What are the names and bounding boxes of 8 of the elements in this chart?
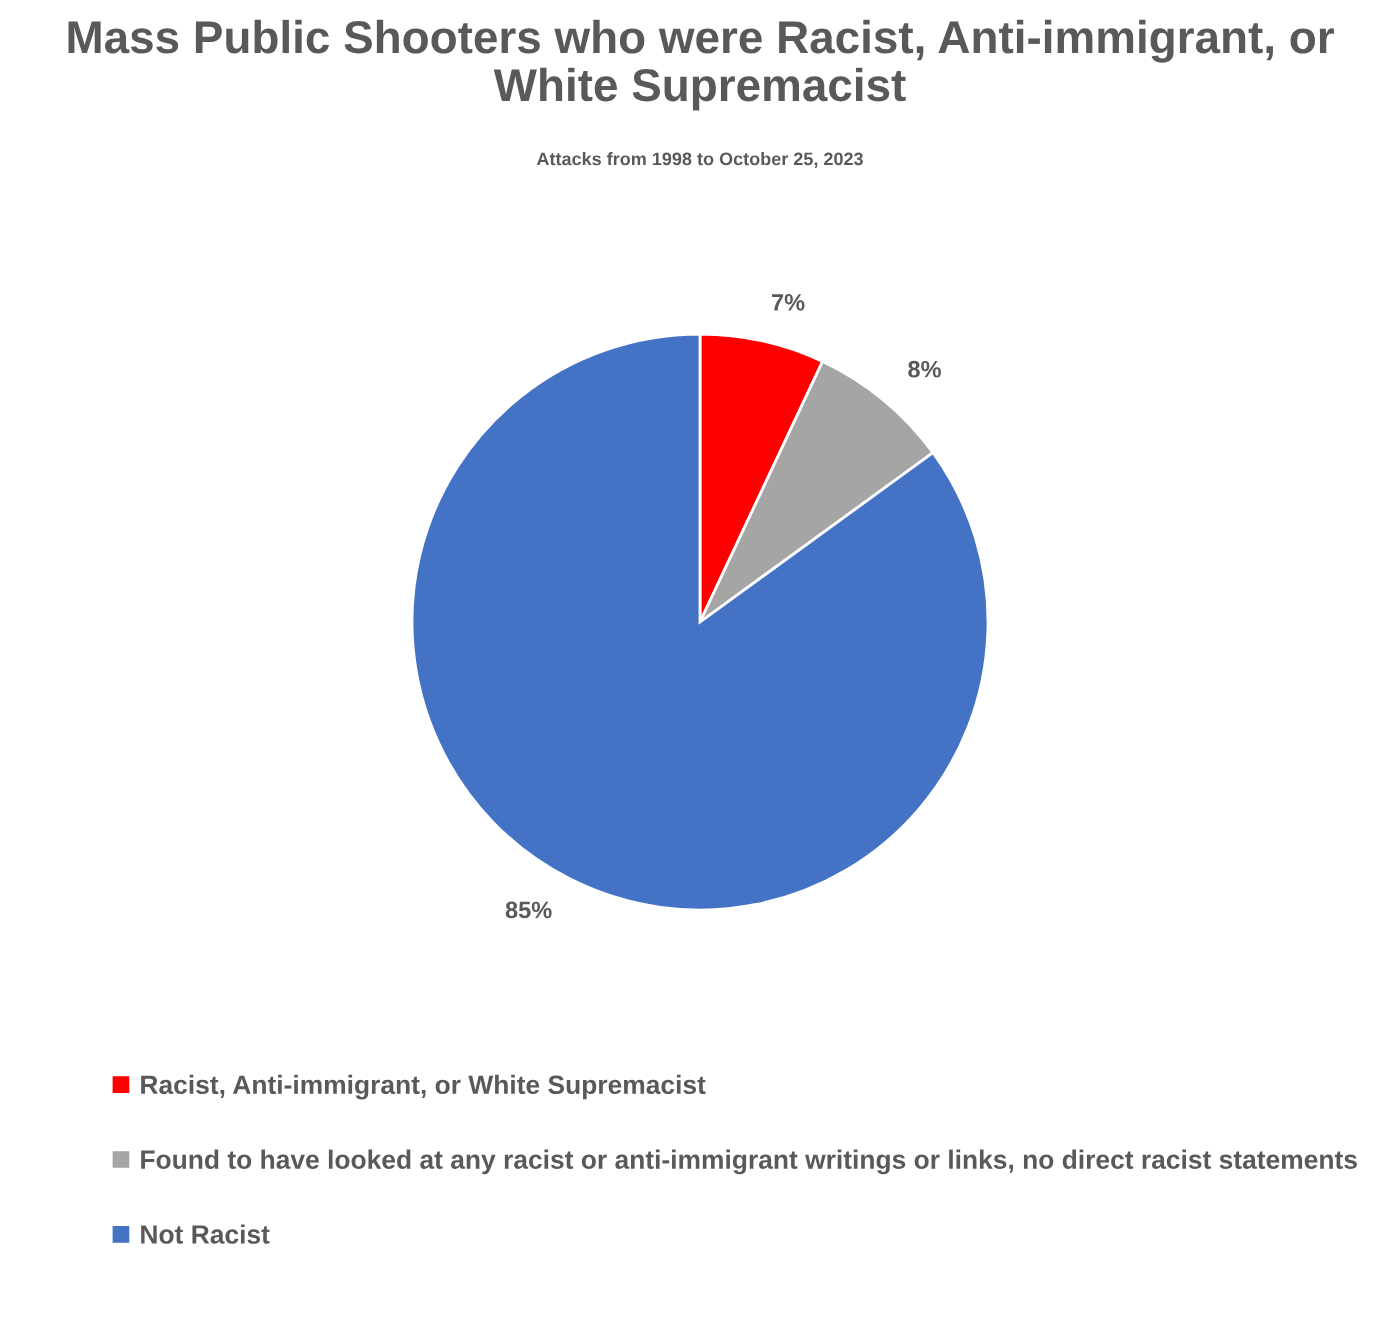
chart-title: Mass Public Shooters who were Racist, Anti-immigrant, or White Supremacist [68, 19, 1334, 111]
legend-label: Not Racist [141, 1224, 270, 1244]
chart-subtitle: Attacks from 1998 to October 25, 2023 [536, 152, 863, 168]
data-label: 8% [908, 360, 941, 378]
legend-label: Racist, Anti-immigrant, or White Supremacist [141, 1074, 706, 1100]
data-label: 7% [772, 294, 805, 311]
data-label: 85% [505, 901, 552, 919]
legend-label: Found to have looked at any racist or anti-immigrant writings or links, no direct racist statements [141, 1149, 1357, 1175]
